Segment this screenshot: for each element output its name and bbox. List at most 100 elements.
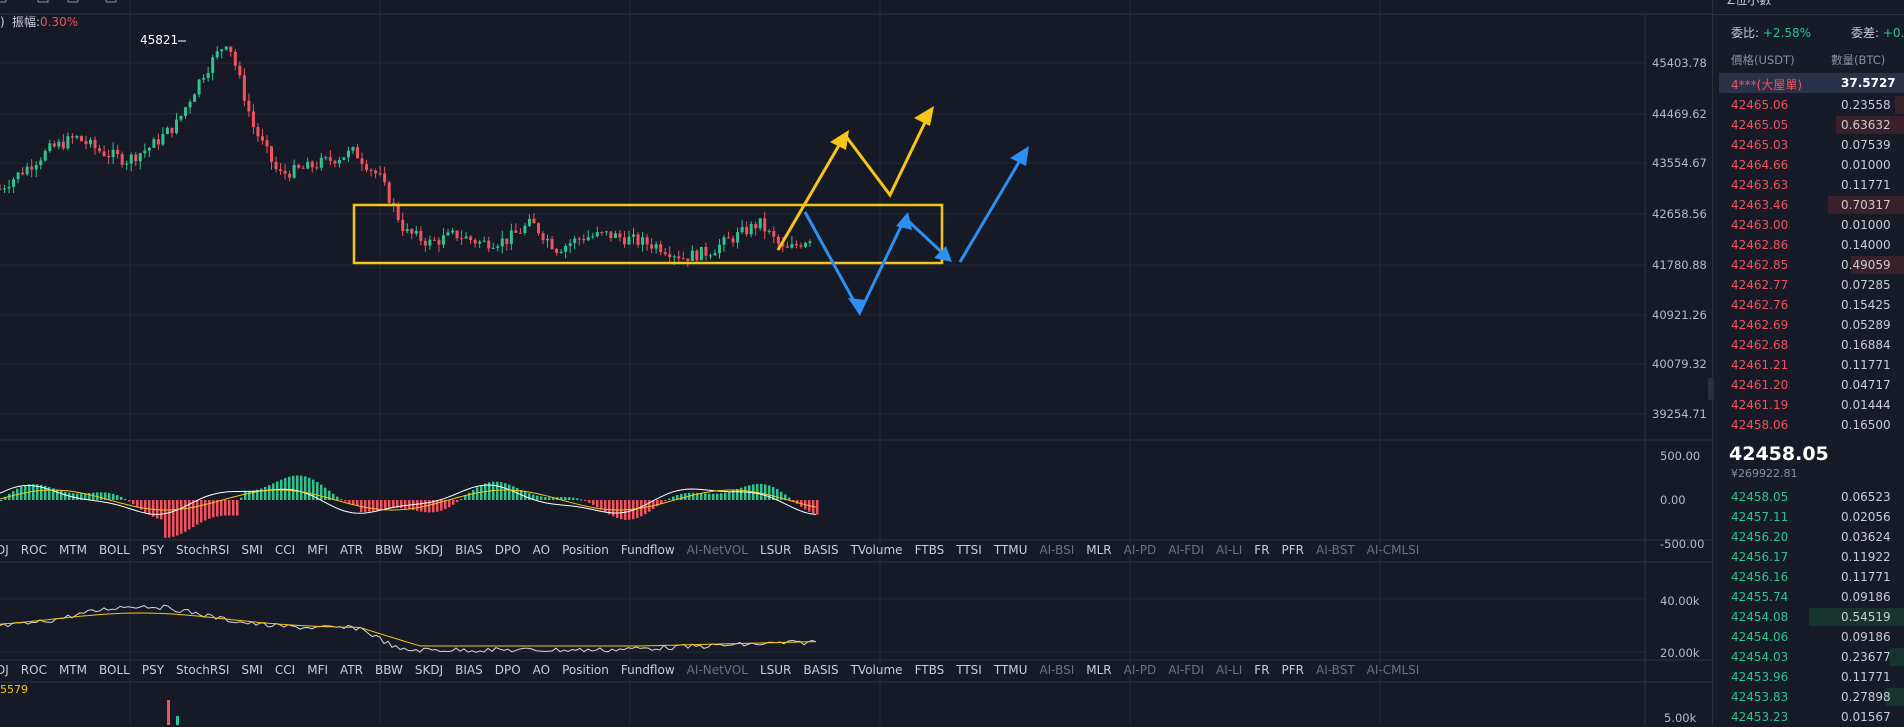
indicator-tab[interactable]: BASIS (803, 663, 839, 677)
indicator-tab[interactable]: SMI (241, 543, 263, 557)
indicator-tab[interactable]: SKDJ (414, 663, 444, 677)
collapse-handle[interactable] (1708, 378, 1714, 400)
indicator-tab[interactable]: CCI (274, 543, 296, 557)
bid-row[interactable]: 42455.74 0.09186 (1713, 587, 1904, 607)
price-chart[interactable]: 45821 45403.78 44469.62 43554.67 42658.56 41… (0, 0, 1712, 725)
indicator-tabs-bottom[interactable]: DJ ROC MTM BOLL PSY StochRSI SMI CCI MFI ATR BBW SK… (0, 663, 1431, 681)
ask-row[interactable]: 42461.21 0.11771 (1713, 355, 1904, 375)
ask-row[interactable]: 42465.05 0.63632 (1713, 115, 1904, 135)
ask-row[interactable]: 42465.03 0.07539 (1713, 135, 1904, 155)
indicator-tab[interactable]: Position (562, 663, 609, 677)
bid-row[interactable]: 42458.05 0.06523 (1713, 487, 1904, 507)
indicator-tab[interactable]: Fundflow (620, 543, 675, 557)
ask-row[interactable]: 42462.76 0.15425 (1713, 295, 1904, 315)
indicator-tab[interactable]: SKDJ (414, 543, 444, 557)
indicator-tab[interactable]: AI-FDI (1168, 543, 1204, 557)
indicator-tab[interactable]: BOLL (99, 663, 130, 677)
bid-row[interactable]: 42454.08 0.54519 (1713, 607, 1904, 627)
indicator-tab[interactable]: Position (562, 543, 609, 557)
indicator-tab[interactable]: AI-LI (1215, 663, 1243, 677)
indicator-tab[interactable]: LSUR (759, 543, 792, 557)
ask-row[interactable]: 42462.69 0.05289 (1713, 315, 1904, 335)
indicator-tab[interactable]: AI-BST (1316, 663, 1355, 677)
ask-row[interactable]: 42463.00 0.01000 (1713, 215, 1904, 235)
indicator-tab[interactable]: BBW (374, 663, 403, 677)
indicator-tab[interactable]: DJ (0, 663, 9, 677)
chart-area[interactable]: 45821 45403.78 44469.62 43554.67 42658.56 41… (0, 0, 1712, 725)
ask-row[interactable]: 42461.20 0.04717 (1713, 375, 1904, 395)
indicator-tab[interactable]: StochRSI (176, 663, 230, 677)
indicator-tab[interactable]: DPO (494, 543, 521, 557)
ask-row[interactable]: 42462.85 0.49059 (1713, 255, 1904, 275)
indicator-tab[interactable]: PFR (1281, 663, 1305, 677)
indicator-tab[interactable]: TVolume (850, 663, 903, 677)
indicator-tab[interactable]: AI-BSI (1039, 663, 1075, 677)
indicator-tab[interactable]: ROC (20, 663, 47, 677)
indicator-tab[interactable]: PSY (141, 663, 165, 677)
indicator-tab[interactable]: MTM (58, 663, 87, 677)
ask-row[interactable]: 42462.68 0.16884 (1713, 335, 1904, 355)
ask-row[interactable]: 42464.66 0.01000 (1713, 155, 1904, 175)
indicator-tab[interactable]: BIAS (455, 663, 483, 677)
indicator-tab[interactable]: AI-PD (1123, 663, 1157, 677)
indicator-tab[interactable]: SMI (241, 663, 263, 677)
bid-row[interactable]: 42453.83 0.27898 (1713, 687, 1904, 707)
indicator-tab[interactable]: FTBS (914, 663, 945, 677)
indicator-tab[interactable]: CCI (274, 663, 296, 677)
indicator-tab[interactable]: DJ (0, 543, 9, 557)
indicator-tab[interactable]: FR (1254, 663, 1270, 677)
indicator-tab[interactable]: LSUR (759, 663, 792, 677)
indicator-tab[interactable]: TTMU (993, 543, 1028, 557)
indicator-tab[interactable]: ATR (340, 543, 363, 557)
bid-row[interactable]: 42453.96 0.11771 (1713, 667, 1904, 687)
bid-row[interactable]: 42456.17 0.11922 (1713, 547, 1904, 567)
indicator-tab[interactable]: MFI (307, 543, 329, 557)
large-order-row[interactable]: 4***(大屋單) 37.5727 (1719, 73, 1904, 93)
indicator-tab[interactable]: AI-NetVOL (686, 663, 748, 677)
indicator-tab[interactable]: AI-CMLSI (1366, 543, 1420, 557)
ask-row[interactable]: 42461.19 0.01444 (1713, 395, 1904, 415)
indicator-tab[interactable]: MTM (58, 543, 87, 557)
indicator-tab[interactable]: FTBS (914, 543, 945, 557)
bid-row[interactable]: 42456.20 0.03624 (1713, 527, 1904, 547)
indicator-tab[interactable]: BBW (374, 543, 403, 557)
bid-row[interactable]: 42453.23 0.01567 (1713, 707, 1904, 727)
indicator-tab[interactable]: TTMU (993, 663, 1028, 677)
ask-row[interactable]: 42462.86 0.14000 (1713, 235, 1904, 255)
indicator-tab[interactable]: DPO (494, 663, 521, 677)
indicator-tab[interactable]: AO (532, 663, 551, 677)
indicator-tab[interactable]: FR (1254, 543, 1270, 557)
ask-row[interactable]: 42465.06 0.23558 (1713, 95, 1904, 115)
indicator-tab[interactable]: TTSI (956, 543, 982, 557)
indicator-tabs-top[interactable]: DJ ROC MTM BOLL PSY StochRSI SMI CCI MFI ATR BBW SK… (0, 543, 1431, 561)
indicator-tab[interactable]: AI-LI (1215, 543, 1243, 557)
indicator-tab[interactable]: BASIS (803, 543, 839, 557)
bid-row[interactable]: 42456.16 0.11771 (1713, 567, 1904, 587)
ask-row[interactable]: 42458.06 0.16500 (1713, 415, 1904, 435)
indicator-tab[interactable]: ATR (340, 663, 363, 677)
indicator-tab[interactable]: MLR (1086, 663, 1112, 677)
ask-row[interactable]: 42462.77 0.07285 (1713, 275, 1904, 295)
indicator-tab[interactable]: AI-PD (1123, 543, 1157, 557)
indicator-tab[interactable]: BIAS (455, 543, 483, 557)
indicator-tab[interactable]: StochRSI (176, 543, 230, 557)
indicator-tab[interactable]: PSY (141, 543, 165, 557)
indicator-tab[interactable]: AO (532, 543, 551, 557)
indicator-tab[interactable]: AI-CMLSI (1366, 663, 1420, 677)
indicator-tab[interactable]: AI-FDI (1168, 663, 1204, 677)
indicator-tab[interactable]: AI-BSI (1039, 543, 1075, 557)
bid-row[interactable]: 42454.03 0.23677 (1713, 647, 1904, 667)
indicator-tab[interactable]: AI-BST (1316, 543, 1355, 557)
bid-row[interactable]: 42457.11 0.02056 (1713, 507, 1904, 527)
indicator-tab[interactable]: Fundflow (620, 663, 675, 677)
indicator-tab[interactable]: MLR (1086, 543, 1112, 557)
bid-row[interactable]: 42454.06 0.09186 (1713, 627, 1904, 647)
ask-row[interactable]: 42463.46 0.70317 (1713, 195, 1904, 215)
indicator-tab[interactable]: TVolume (850, 543, 903, 557)
indicator-tab[interactable]: AI-NetVOL (686, 543, 748, 557)
indicator-tab[interactable]: BOLL (99, 543, 130, 557)
indicator-tab[interactable]: MFI (307, 663, 329, 677)
indicator-tab[interactable]: PFR (1281, 543, 1305, 557)
indicator-tab[interactable]: ROC (20, 543, 47, 557)
indicator-tab[interactable]: TTSI (956, 663, 982, 677)
